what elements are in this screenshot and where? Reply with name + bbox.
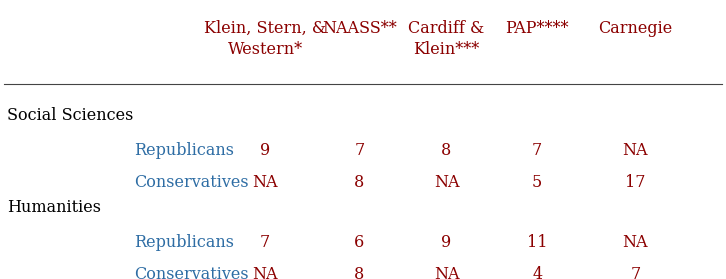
Text: 6: 6 [354, 234, 364, 251]
Text: Conservatives: Conservatives [134, 174, 249, 191]
Text: 5: 5 [532, 174, 542, 191]
Text: Carnegie: Carnegie [598, 20, 672, 37]
Text: 7: 7 [630, 266, 640, 279]
Text: 8: 8 [354, 174, 364, 191]
Text: NA: NA [433, 266, 460, 279]
Text: PAP****: PAP**** [505, 20, 569, 37]
Text: 7: 7 [532, 142, 542, 159]
Text: 4: 4 [532, 266, 542, 279]
Text: Humanities: Humanities [7, 199, 101, 216]
Text: NA: NA [622, 234, 648, 251]
Text: 7: 7 [354, 142, 364, 159]
Text: NA: NA [622, 142, 648, 159]
Text: 8: 8 [441, 142, 452, 159]
Text: 8: 8 [354, 266, 364, 279]
Text: NA: NA [252, 266, 278, 279]
Text: NA: NA [252, 174, 278, 191]
Text: Social Sciences: Social Sciences [7, 107, 134, 124]
Text: Conservatives: Conservatives [134, 266, 249, 279]
Text: 17: 17 [625, 174, 645, 191]
Text: Cardiff &
Klein***: Cardiff & Klein*** [408, 20, 485, 58]
Text: 9: 9 [260, 142, 270, 159]
Text: Republicans: Republicans [134, 142, 234, 159]
Text: 9: 9 [441, 234, 452, 251]
Text: 7: 7 [260, 234, 270, 251]
Text: 11: 11 [527, 234, 547, 251]
Text: NAASS**: NAASS** [322, 20, 396, 37]
Text: NA: NA [433, 174, 460, 191]
Text: Republicans: Republicans [134, 234, 234, 251]
Text: Klein, Stern, &
Western*: Klein, Stern, & Western* [204, 20, 326, 58]
